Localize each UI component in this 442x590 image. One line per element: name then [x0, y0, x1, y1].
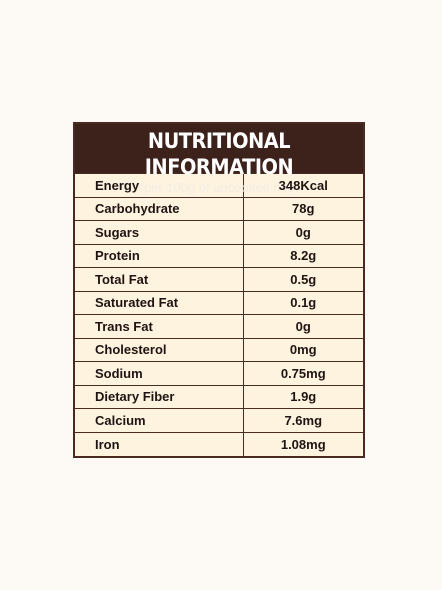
- nutrient-name: Sugars: [75, 220, 244, 244]
- nutrient-value: 7.6mg: [243, 408, 363, 432]
- nutrient-value: 348Kcal: [243, 173, 363, 197]
- nutrient-value: 8.2g: [243, 243, 363, 268]
- table-row: Sugars 0g: [75, 220, 363, 244]
- nutrient-value: 0.75mg: [243, 361, 363, 385]
- nutrient-name: Carbohydrate: [75, 196, 244, 221]
- nutrient-value: 0g: [243, 220, 363, 244]
- nutrient-name: Protein: [75, 243, 244, 268]
- nutrient-name: Saturated Fat: [75, 290, 244, 315]
- nutrition-title: NUTRITIONAL INFORMATION: [144, 129, 294, 179]
- table-row: Calcium 7.6mg: [75, 408, 363, 432]
- nutrient-value: 1.9g: [243, 384, 363, 409]
- nutrient-value: 0.1g: [243, 290, 363, 315]
- table-row: Carbohydrate 78g: [75, 196, 363, 221]
- table-row: Trans Fat 0g: [75, 314, 363, 338]
- table-row: Sodium 0.75mg: [75, 361, 363, 385]
- nutrient-name: Total Fat: [75, 267, 244, 291]
- nutrition-subtitle: (per 100g of uncooked rice): [139, 180, 299, 195]
- nutrient-name: Cholesterol: [75, 337, 244, 362]
- table-row: Cholesterol 0mg: [75, 337, 363, 362]
- table-row: Total Fat 0.5g: [75, 267, 363, 291]
- nutrient-name: Trans Fat: [75, 314, 244, 338]
- nutrient-name: Sodium: [75, 361, 244, 385]
- table-row: Iron 1.08mg: [75, 431, 363, 456]
- nutrient-value: 1.08mg: [243, 431, 363, 456]
- table-row: Saturated Fat 0.1g: [75, 290, 363, 315]
- table-row: Protein 8.2g: [75, 243, 363, 268]
- table-row: Dietary Fiber 1.9g: [75, 384, 363, 409]
- nutrition-header: NUTRITIONAL INFORMATION (per 100g of unc…: [75, 124, 363, 195]
- nutrient-value: 0g: [243, 314, 363, 338]
- nutrient-name: Energy: [75, 173, 244, 197]
- nutrient-value: 0.5g: [243, 267, 363, 291]
- nutrition-table: Energy 348Kcal Carbohydrate 78g Sugars 0…: [75, 173, 363, 456]
- nutrient-value: 0mg: [243, 337, 363, 362]
- nutrient-name: Iron: [75, 431, 244, 456]
- nutrition-panel: NUTRITIONAL INFORMATION (per 100g of unc…: [73, 122, 365, 458]
- nutrient-name: Calcium: [75, 408, 244, 432]
- table-row: Energy 348Kcal: [75, 173, 363, 197]
- nutrient-name: Dietary Fiber: [75, 384, 244, 409]
- nutrient-value: 78g: [243, 196, 363, 221]
